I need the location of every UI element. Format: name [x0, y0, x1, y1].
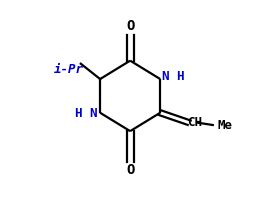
- Text: i-Pr: i-Pr: [54, 63, 84, 76]
- Text: Me: Me: [217, 119, 232, 132]
- Text: O: O: [126, 163, 134, 177]
- Text: O: O: [126, 19, 134, 33]
- Text: CH: CH: [187, 116, 202, 129]
- Text: H N: H N: [75, 107, 98, 120]
- Text: N H: N H: [162, 70, 185, 83]
